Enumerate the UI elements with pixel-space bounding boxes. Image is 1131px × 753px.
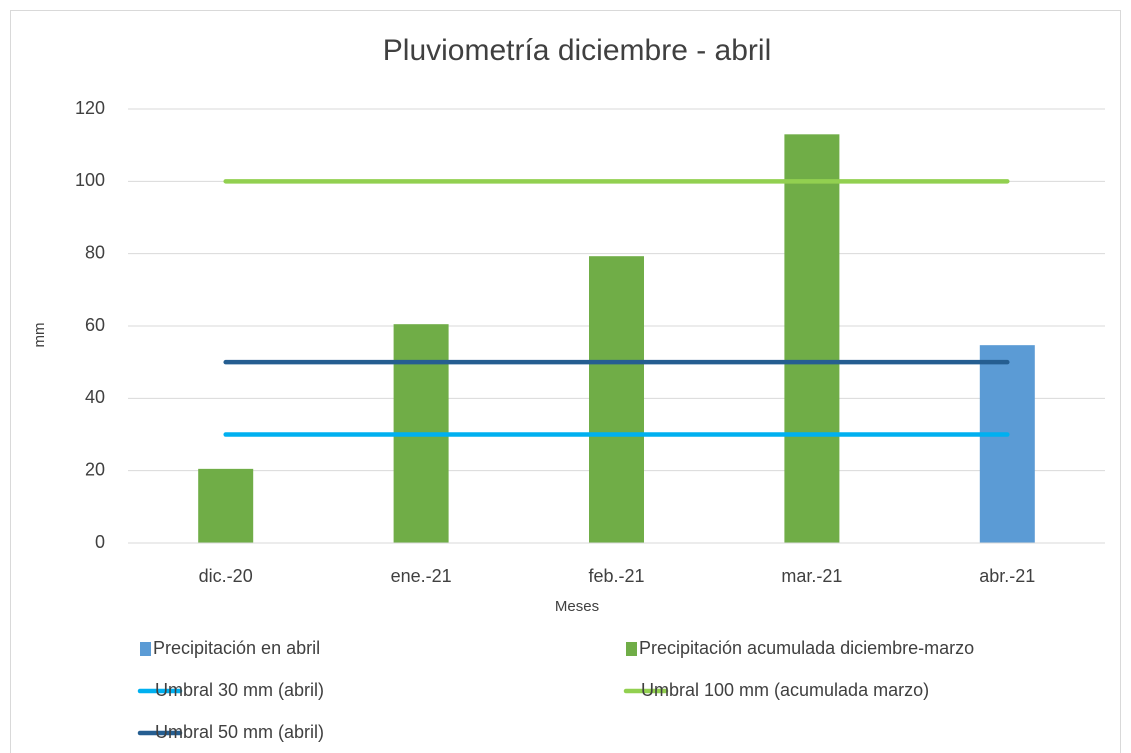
y-axis-title: mm bbox=[31, 323, 48, 348]
y-tick-label: 80 bbox=[85, 242, 105, 262]
x-tick-label: abr.-21 bbox=[979, 566, 1035, 586]
chart-border bbox=[10, 10, 1121, 753]
y-tick-label: 60 bbox=[85, 315, 105, 335]
y-tick-label: 40 bbox=[85, 387, 105, 407]
bar bbox=[979, 345, 1035, 543]
chart-title: Pluviometría diciembre - abril bbox=[383, 34, 771, 67]
x-axis-title: Meses bbox=[555, 598, 599, 615]
bar bbox=[784, 134, 840, 544]
x-tick-label: mar.-21 bbox=[781, 566, 842, 586]
legend-label: Umbral 30 mm (abril) bbox=[155, 680, 324, 700]
x-tick-label: dic.-20 bbox=[199, 566, 253, 586]
legend-swatch bbox=[626, 642, 637, 656]
y-tick-label: 0 bbox=[95, 532, 105, 552]
y-tick-label: 100 bbox=[75, 170, 105, 190]
x-tick-label: feb.-21 bbox=[588, 566, 644, 586]
y-tick-label: 120 bbox=[75, 98, 105, 118]
legend-label: Precipitación acumulada diciembre-marzo bbox=[639, 638, 974, 658]
legend-label: Umbral 100 mm (acumulada marzo) bbox=[641, 680, 929, 700]
bar bbox=[198, 468, 254, 543]
bar bbox=[589, 256, 644, 543]
legend-label: Umbral 50 mm (abril) bbox=[155, 722, 324, 742]
x-tick-label: ene.-21 bbox=[391, 566, 452, 586]
y-tick-label: 20 bbox=[85, 459, 105, 479]
legend-swatch bbox=[140, 642, 151, 656]
legend-label: Precipitación en abril bbox=[153, 638, 320, 658]
